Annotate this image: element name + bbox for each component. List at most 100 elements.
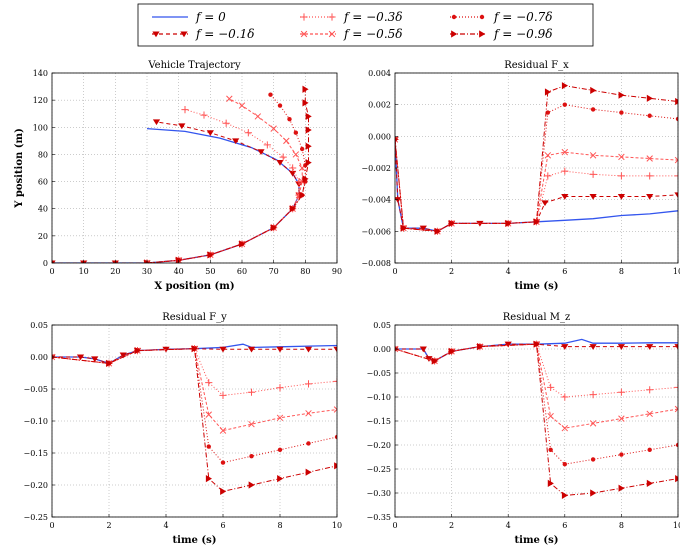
data-point: [619, 110, 624, 115]
data-point: [328, 13, 336, 21]
legend-label: f = −0.7δ: [493, 10, 553, 24]
data-point: [263, 141, 271, 149]
data-point: [277, 475, 284, 483]
x-tick-label: 0: [49, 521, 54, 530]
data-point: [561, 344, 569, 350]
legend-label: f = 0: [195, 10, 226, 24]
data-point: [674, 383, 678, 391]
y-tick-label: 80: [38, 150, 48, 159]
data-point: [451, 14, 457, 20]
series-line: [395, 343, 678, 429]
x-tick-label: 90: [332, 267, 342, 276]
data-point: [395, 137, 399, 142]
data-point: [52, 260, 56, 263]
data-point: [302, 175, 309, 183]
data-point: [276, 346, 284, 353]
data-point: [305, 468, 312, 476]
data-point: [333, 346, 337, 353]
y-tick-label: −0.30: [366, 489, 391, 498]
x-tick-label: 0: [392, 521, 397, 530]
y-tick-label: −0.05: [23, 385, 48, 394]
data-point: [249, 454, 254, 459]
data-point: [448, 347, 455, 355]
y-tick-label: −0.25: [23, 513, 48, 522]
data-point: [334, 462, 337, 470]
legend-entry: f = −0.3δ: [300, 10, 403, 24]
x-axis-label: X position (m): [154, 281, 234, 292]
x-tick-label: 20: [110, 267, 120, 276]
data-point: [276, 384, 284, 392]
data-point: [646, 94, 653, 102]
data-point: [479, 30, 486, 38]
y-tick-label: −0.10: [366, 393, 391, 402]
data-point: [589, 344, 597, 350]
data-point: [304, 380, 313, 388]
plot-frame: [51, 72, 338, 264]
data-point: [541, 200, 549, 207]
data-point: [334, 434, 337, 440]
x-tick-label: 80: [300, 267, 310, 276]
x-tick-label: 10: [673, 521, 680, 530]
y-tick-label: −0.20: [366, 441, 391, 450]
data-point: [119, 352, 127, 359]
data-point: [299, 146, 305, 152]
data-point: [618, 415, 625, 422]
chart-title: Residual F_x: [504, 60, 569, 71]
data-point: [590, 489, 597, 497]
y-tick-label: −0.15: [23, 449, 48, 458]
x-tick-label: 10: [79, 267, 89, 276]
data-point: [205, 379, 213, 387]
data-point: [219, 427, 227, 434]
data-point: [674, 192, 678, 199]
data-point: [547, 412, 554, 420]
data-point: [175, 256, 182, 263]
data-point: [646, 172, 654, 180]
data-point: [247, 346, 256, 353]
x-tick-label: 30: [142, 267, 152, 276]
data-point: [561, 424, 569, 432]
data-point: [562, 462, 567, 467]
y-tick-label: 40: [38, 205, 48, 214]
y-tick-label: 0.00: [373, 345, 391, 354]
x-axis-label: time (s): [515, 281, 559, 292]
y-tick-label: −0.15: [366, 417, 391, 426]
x-tick-label: 10: [332, 521, 342, 530]
data-point: [448, 219, 455, 228]
legend-entry: f = −0.9δ: [450, 27, 553, 41]
y-tick-label: 0: [43, 259, 48, 268]
data-point: [205, 411, 212, 418]
data-point: [52, 353, 56, 361]
panels: 0 10 20 30 40 50 60 70 80 90020406080100120140Veh…: [14, 60, 680, 546]
data-point: [561, 148, 569, 156]
data-point: [589, 420, 597, 427]
data-point: [333, 406, 337, 413]
data-point: [276, 414, 284, 422]
data-point: [270, 224, 277, 232]
series-line: [395, 85, 678, 232]
legend-label: f = −0.5δ: [343, 27, 403, 41]
data-point: [247, 388, 256, 396]
series-line: [146, 109, 300, 263]
data-point: [91, 356, 99, 363]
data-point: [617, 388, 625, 396]
data-point: [479, 14, 485, 20]
data-point: [220, 487, 227, 495]
data-point: [400, 224, 407, 232]
data-point: [76, 354, 85, 361]
legend-entry: f = −0.5δ: [300, 27, 403, 41]
data-point: [395, 197, 402, 203]
y-tick-label: −0.002: [361, 164, 391, 173]
y-tick-label: 60: [38, 178, 48, 187]
legend-label: f = −0.1δ: [195, 27, 255, 41]
x-tick-label: 4: [506, 267, 511, 276]
data-point: [238, 102, 246, 109]
data-point: [277, 447, 283, 452]
series-line: [146, 89, 309, 263]
y-tick-label: 0.002: [368, 101, 391, 110]
data-point: [181, 106, 189, 114]
chart-title: Residual F_y: [162, 312, 227, 323]
data-point: [299, 191, 306, 199]
data-point: [562, 102, 567, 107]
data-point: [646, 479, 653, 487]
chart-panel: 0 2 4 6 8 10 −0.008 −0.006 −0.004 −0.002 0.000 0.00…: [361, 60, 680, 292]
